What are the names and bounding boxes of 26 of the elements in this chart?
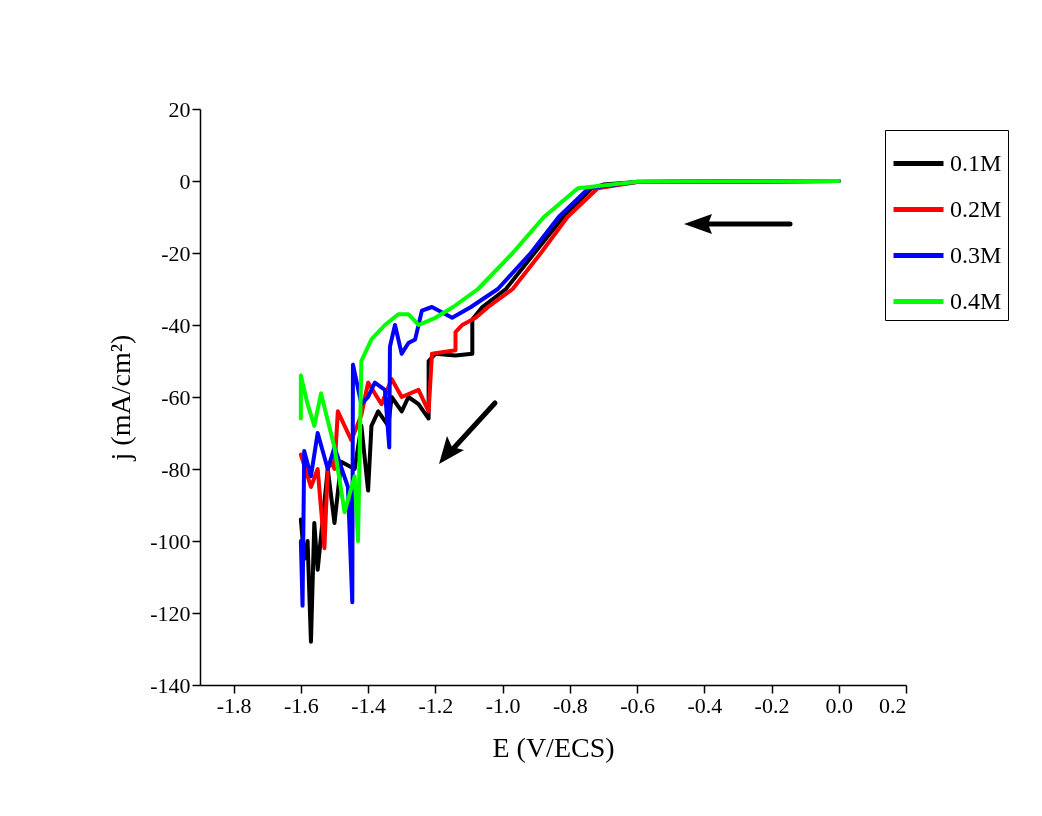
legend-label: 0.2M: [950, 195, 1002, 222]
x-tick-label: -0.8: [552, 692, 588, 718]
x-tick-label: -1.8: [216, 692, 252, 718]
x-tick-label: -1.0: [485, 692, 521, 718]
y-tick-label: -140: [150, 672, 191, 698]
legend-label: 0.4M: [950, 287, 1002, 314]
y-tick-label: -100: [150, 528, 191, 554]
x-tick-label: -0.6: [620, 692, 655, 718]
x-tick-label: -0.2: [754, 692, 790, 718]
y-tick-label: -120: [150, 600, 191, 626]
x-tick-label: 0.0: [825, 692, 854, 718]
x-axis-title: E (V/ECS): [492, 731, 615, 763]
y-tick-label: -40: [161, 312, 191, 338]
y-tick-label: -20: [161, 240, 191, 266]
y-tick-label: -80: [161, 456, 191, 482]
x-tick-label: -1.2: [418, 692, 454, 718]
x-tick-label: -1.6: [283, 692, 319, 718]
y-tick-label: 20: [168, 96, 191, 122]
y-axis-title: j (mA/cm²): [105, 334, 137, 462]
legend-label: 0.3M: [950, 241, 1002, 268]
legend-label: 0.1M: [950, 149, 1002, 176]
x-tick-label: -0.4: [687, 692, 723, 718]
x-tick-label: -1.4: [351, 692, 387, 718]
x-tick-label: 0.2: [879, 692, 907, 718]
y-tick-label: -60: [161, 384, 191, 410]
y-tick-label: 0: [179, 168, 191, 194]
